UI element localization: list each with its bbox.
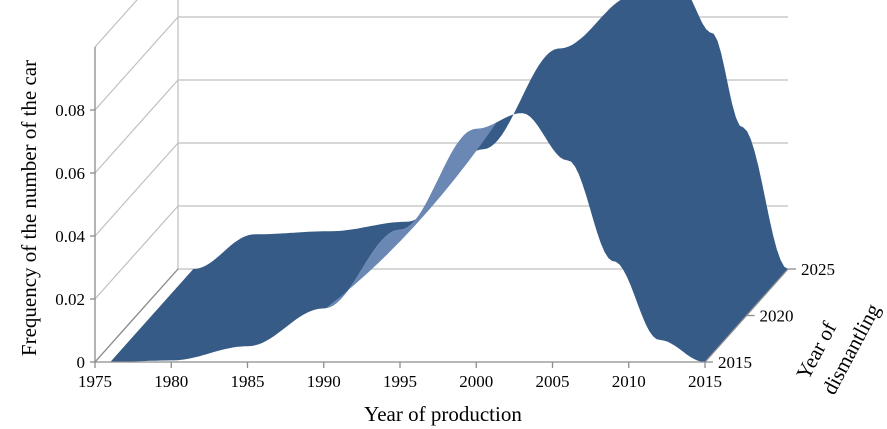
y-tick-label: 0.04 — [55, 227, 85, 246]
z-tick-label: 2025 — [801, 260, 835, 279]
y-tick-labels: 0 0.02 0.04 0.06 0.08 — [55, 101, 85, 372]
side-wall-gridline — [94, 142, 179, 237]
surface-top — [110, 0, 788, 362]
x-tick-labels: 1975 1980 1985 1990 1995 2000 2005 2010 2015 — [78, 362, 722, 391]
x-tick-label: 1990 — [307, 372, 341, 391]
surface-fold-highlight — [325, 122, 497, 309]
y-tick-label: 0.06 — [55, 164, 85, 183]
x-tick-label: 1980 — [154, 372, 188, 391]
z-tick-label: 2020 — [760, 307, 794, 326]
x-tick-label: 2015 — [688, 372, 722, 391]
x-tick-label: 2010 — [612, 372, 646, 391]
x-tick-label: 1985 — [231, 372, 265, 391]
floor-left-edge — [94, 268, 179, 363]
x-axis-title: Year of production — [364, 402, 522, 426]
side-wall-gridline — [94, 16, 179, 111]
side-wall-gridline — [94, 79, 179, 174]
x-tick-label: 1975 — [78, 372, 112, 391]
chart-surface — [110, 0, 788, 362]
side-wall-gridline — [94, 205, 179, 300]
z-tick-labels: 2015 2020 2025 — [705, 260, 835, 372]
y-tick-label: 0.02 — [55, 290, 85, 309]
x-tick-label: 2000 — [459, 372, 493, 391]
x-tick-label: 1995 — [383, 372, 417, 391]
y-axis-title: Frequency of the number of the car — [17, 60, 41, 356]
side-wall-gridline — [94, 0, 138, 48]
x-tick-label: 2005 — [536, 372, 570, 391]
y-tick-label: 0 — [77, 353, 86, 372]
z-tick-label: 2015 — [718, 353, 752, 372]
y-tick-label: 0.08 — [55, 101, 85, 120]
